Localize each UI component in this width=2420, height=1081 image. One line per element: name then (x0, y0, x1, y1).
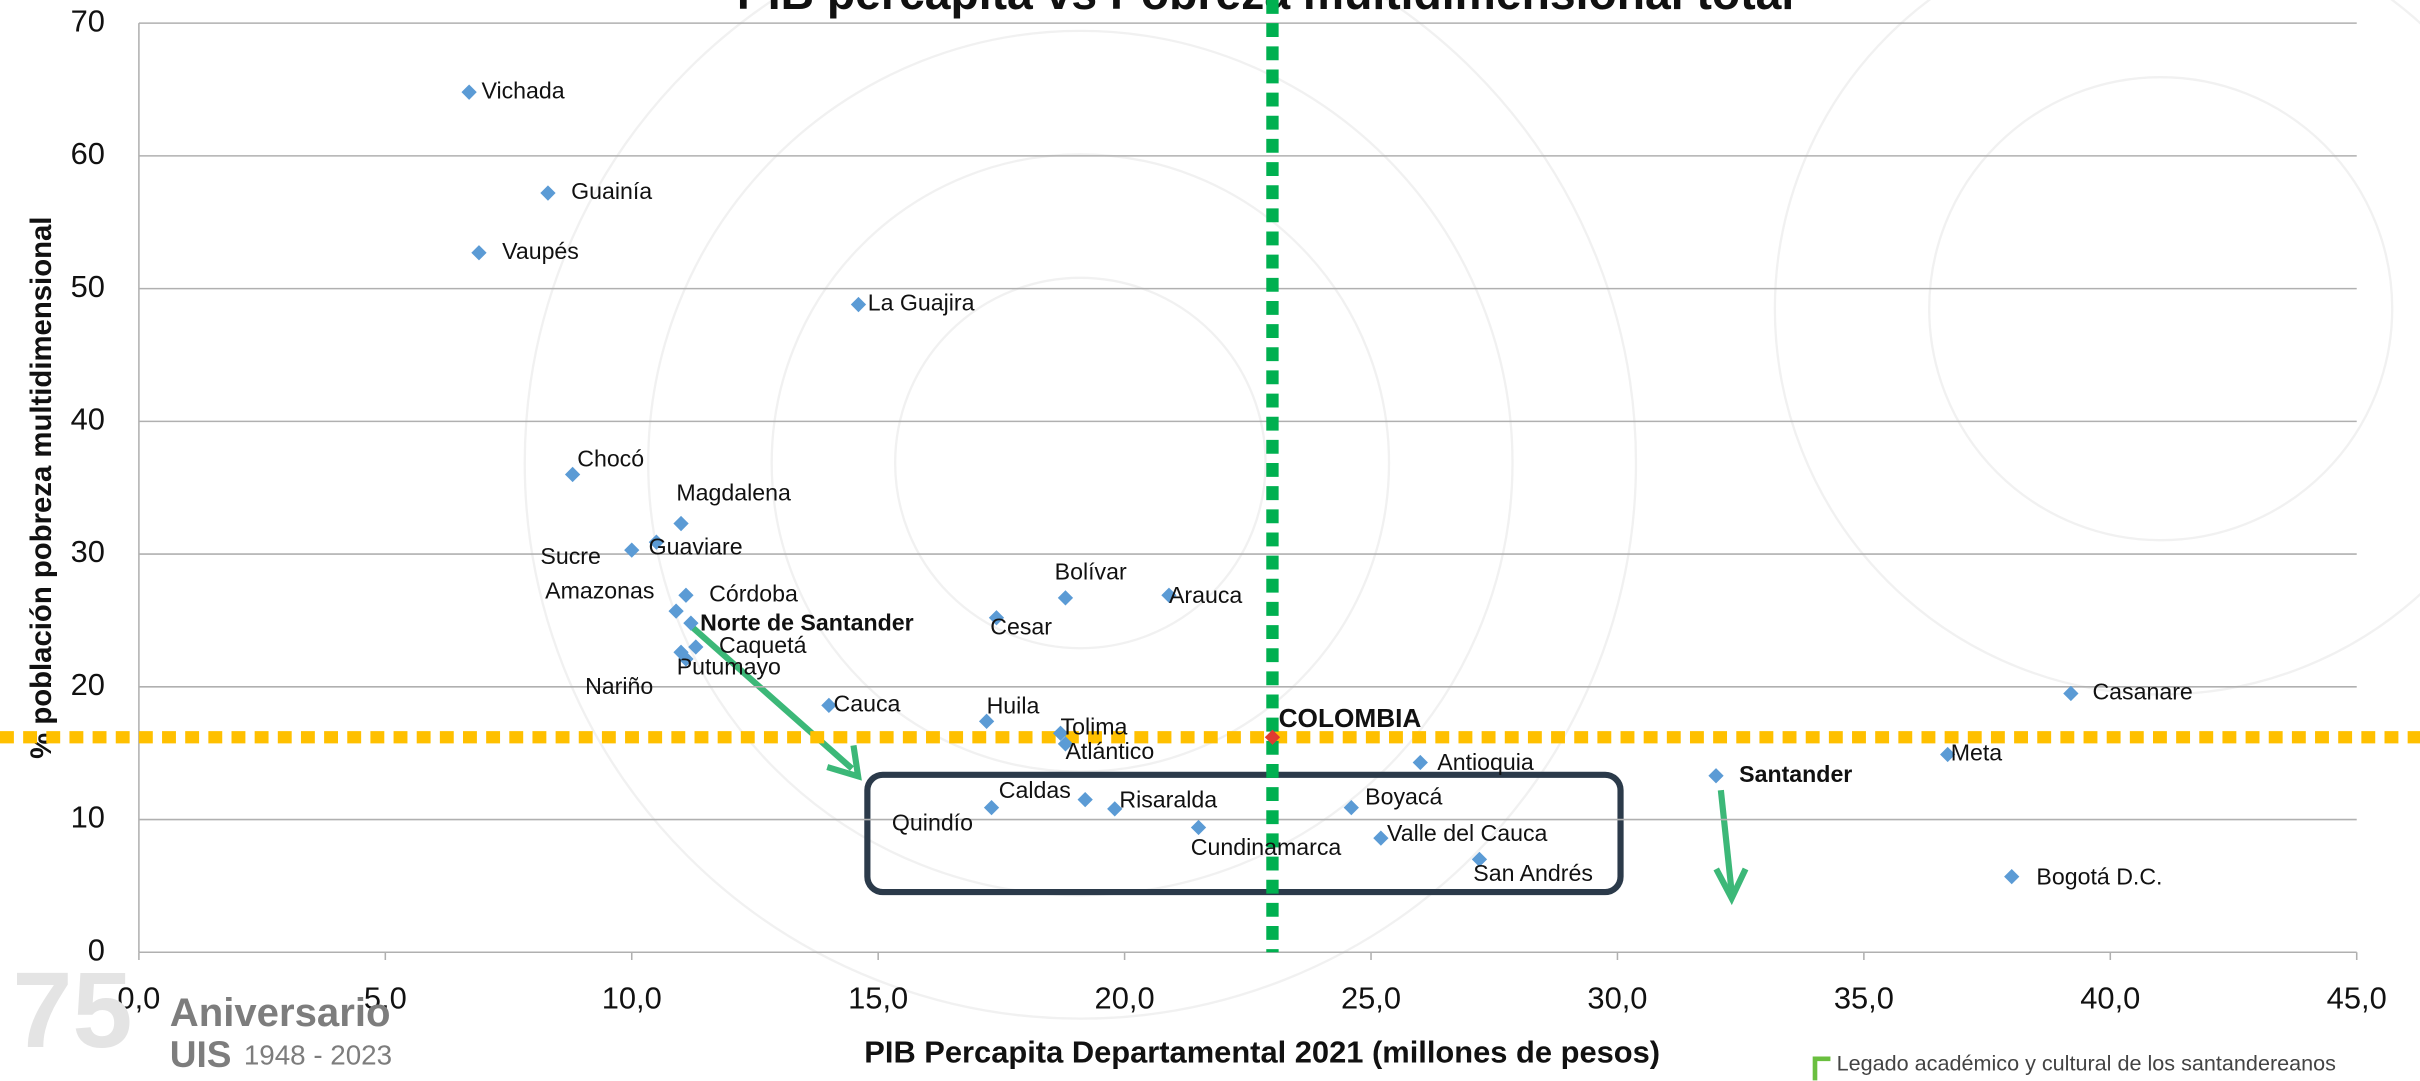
point-label: Atlántico (1065, 738, 1154, 764)
point-label: Bogotá D.C. (2036, 863, 2162, 889)
scatter-point (688, 639, 704, 655)
x-tick-label: 15,0 (848, 980, 908, 1015)
x-tick-label: 30,0 (1587, 980, 1647, 1015)
scatter-point (1412, 754, 1428, 771)
x-tick-label: 10,0 (602, 980, 662, 1015)
scatter-point (988, 610, 1005, 626)
logo-years: 1948 - 2023 (244, 1040, 392, 1071)
scatter-point (983, 799, 1000, 816)
point-label: Putumayo (677, 653, 781, 679)
y-axis-title: % población pobreza multidimensional (25, 217, 58, 759)
logo-org: UIS (170, 1033, 232, 1075)
scatter-point (2004, 868, 2020, 885)
point-label: Amazonas (545, 578, 654, 604)
point-label: Casanare (2092, 679, 2192, 705)
y-tick-label: 20 (71, 667, 105, 702)
point-label: Antioquia (1437, 749, 1534, 775)
x-tick-label: 0,0 (117, 980, 160, 1015)
scatter-point (1471, 851, 1488, 867)
point-label: Chocó (577, 446, 644, 472)
point-label: Quindío (892, 810, 973, 836)
point-label: Cesar (990, 614, 1052, 640)
x-tick-label: 45,0 (2327, 980, 2387, 1015)
point-label: COLOMBIA (1279, 703, 1422, 733)
point-label: Nariño (585, 673, 653, 699)
x-tick-label: 40,0 (2080, 980, 2140, 1015)
point-label: Guaviare (649, 533, 743, 559)
scatter-point (1161, 587, 1177, 603)
point-label: Cauca (834, 691, 901, 717)
scatter-point (2063, 685, 2079, 702)
point-label: Sucre (540, 543, 600, 569)
point-label: Córdoba (709, 580, 798, 606)
background-pattern (523, 0, 2420, 1020)
scatter-point (471, 245, 487, 261)
point-label: Caldas (999, 777, 1071, 803)
highlight-box (864, 771, 1624, 896)
scatter-point (564, 466, 581, 483)
x-tick-label: 5,0 (364, 980, 407, 1015)
y-tick-label: 50 (71, 269, 105, 304)
x-tick-label: 25,0 (1341, 980, 1401, 1015)
point-label: Valle del Cauca (1387, 820, 1547, 846)
scatter-point (673, 515, 689, 532)
logo-graphic: 75 (12, 949, 132, 1070)
scatter-point (1708, 768, 1724, 784)
scatter-point (1077, 791, 1093, 808)
point-label: Bolívar (1055, 558, 1127, 584)
y-tick-label: 60 (71, 136, 105, 171)
point-label: Norte de Santander (700, 610, 913, 636)
scatter-point (678, 587, 694, 603)
scatter-point (1940, 746, 1956, 763)
x-tick-label: 20,0 (1095, 980, 1155, 1015)
scatter-point (683, 615, 699, 631)
x-tick-label: 35,0 (1834, 980, 1894, 1015)
y-tick-label: 30 (71, 534, 105, 569)
scatter-point (1052, 725, 1069, 741)
tagline: Legado académico y cultural de los santa… (1837, 1051, 2337, 1076)
scatter-point (540, 185, 556, 201)
y-tick-label: 40 (71, 402, 105, 437)
scatter-point (1190, 819, 1207, 836)
point-label: Caquetá (719, 632, 807, 658)
scatter-point (850, 296, 867, 313)
x-axis-title: PIB Percapita Departamental 2021 (millon… (864, 1034, 1660, 1069)
point-label: Magdalena (676, 479, 791, 505)
scatter-point (1343, 799, 1359, 816)
y-tick-label: 10 (71, 800, 105, 835)
point-label: Meta (1951, 740, 2003, 766)
logo-word: Aniversario (170, 990, 391, 1035)
scatter-point (648, 534, 665, 550)
point-label: Arauca (1169, 582, 1242, 608)
point-label: Vaupés (502, 238, 579, 264)
point-label: La Guajira (868, 290, 975, 316)
scatter-point (624, 542, 640, 558)
point-label: Huila (987, 693, 1040, 719)
chart-title: PIB percapita vs Pobreza multidimensiona… (737, 0, 1794, 19)
scatter-point (668, 603, 684, 619)
scatter-point (673, 644, 689, 660)
scatter-point (461, 84, 477, 100)
point-label: Guainía (571, 178, 652, 204)
scatter-point (1107, 801, 1123, 817)
point-label: Vichada (481, 77, 564, 103)
y-tick-label: 0 (88, 932, 105, 967)
point-label: Risaralda (1119, 786, 1217, 812)
point-label: Santander (1739, 761, 1852, 787)
tagline-bracket (1812, 1056, 1831, 1081)
point-label: Tolima (1061, 714, 1128, 740)
arrows (687, 622, 1749, 906)
y-tick-label: 70 (71, 3, 105, 38)
scatter-point (1057, 590, 1074, 606)
point-label: Cundinamarca (1191, 834, 1342, 860)
point-label: Boyacá (1365, 783, 1442, 809)
point-label: San Andrés (1473, 860, 1593, 886)
logo: 75 Aniversario UIS 1948 - 2023 (12, 949, 392, 1075)
